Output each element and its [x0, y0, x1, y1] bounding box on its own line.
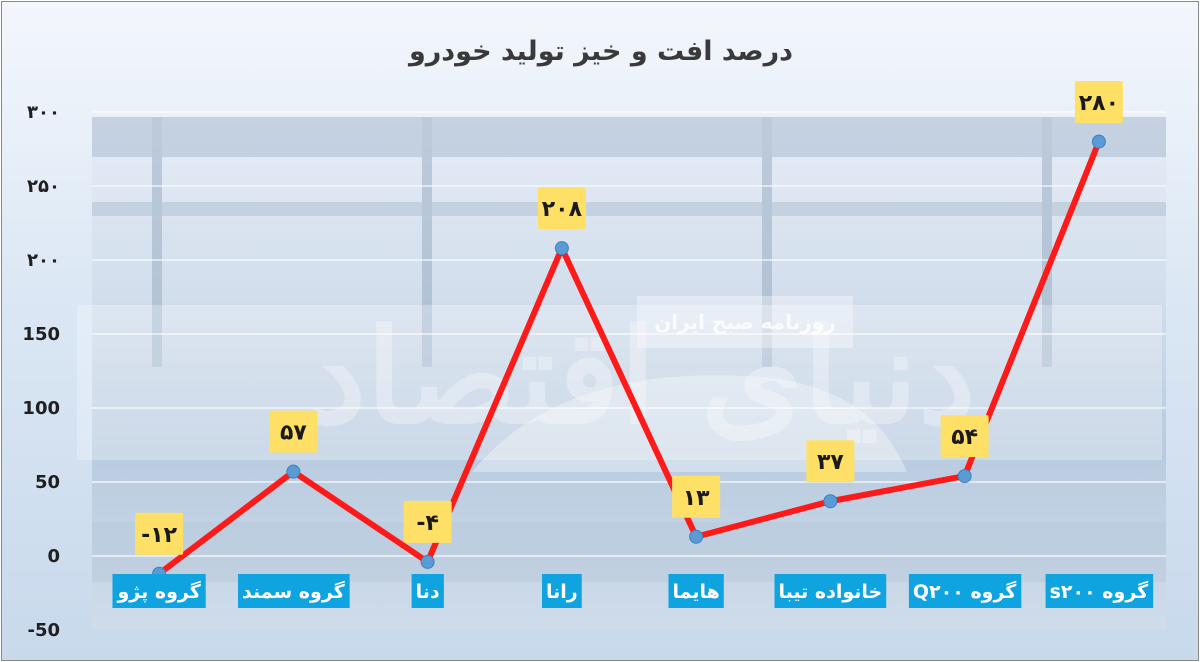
data-point-marker [420, 554, 435, 569]
y-tick-label: 100 [22, 398, 60, 419]
data-label-box [806, 440, 855, 483]
data-point-marker [823, 494, 838, 509]
data-point-marker [554, 241, 569, 256]
background-photo [92, 117, 1166, 582]
data-label: ۲۰۸ [542, 197, 583, 222]
category-label: گروه سمند [242, 580, 346, 603]
category-label-box [908, 574, 1022, 608]
data-label: ۳۷ [817, 450, 844, 475]
data-label: ۵۴ [951, 425, 978, 450]
category-label-box [112, 574, 206, 608]
category-label: گروه s۲۰۰ [1050, 580, 1150, 603]
series-polyline [156, 138, 1102, 577]
category-label: رانا [546, 581, 578, 603]
data-label-box [537, 187, 586, 230]
data-label: -۴ [416, 511, 439, 536]
category-labels: گروه پژو گروه سمند دنا رانا هایما خانواده تیب… [112, 574, 1154, 608]
plot-background [92, 117, 1166, 629]
series-line [156, 138, 1102, 577]
data-labels: -۱۲ ۵۷ -۴ ۲۰۸ ۱۳ ۳۷ ۵۴ ۲۸۰ [135, 81, 1123, 555]
gridlines [92, 111, 1166, 557]
y-tick-label: 150 [22, 324, 60, 345]
category-label: گروه Q۲۰۰ [913, 580, 1017, 603]
category-label-box [238, 574, 350, 608]
data-point-marker [286, 464, 301, 479]
category-label-box [542, 574, 582, 608]
category-label: خانواده تیبا [779, 581, 883, 603]
y-tick-label: ۳۰۰ [27, 102, 60, 123]
y-tick-label: ۲۰۰ [27, 250, 60, 271]
data-label: -۱۲ [141, 523, 178, 548]
chart-title: درصد افت و خیز تولید خودرو [407, 36, 793, 67]
category-label: گروه پژو [116, 580, 201, 603]
data-point-marker [957, 469, 972, 484]
data-label-box [672, 475, 721, 518]
y-tick-label: -50 [27, 620, 60, 641]
category-label-box [774, 574, 887, 608]
category-label: هایما [672, 581, 719, 603]
data-label: ۱۳ [683, 486, 710, 511]
y-tick-label: 0 [47, 546, 60, 567]
data-point-marker [689, 529, 704, 544]
data-label-box [269, 410, 318, 453]
category-label: دنا [416, 581, 440, 603]
data-point-marker [1091, 134, 1106, 149]
category-label-box [411, 574, 444, 608]
data-label-box [940, 415, 989, 458]
category-label-box [1045, 574, 1154, 608]
data-label-box [403, 500, 452, 543]
watermark-box [637, 296, 853, 348]
y-tick-label: 50 [35, 472, 60, 493]
data-label-box [135, 512, 184, 555]
watermark-newspaper: روزنامه صبح ایران [654, 310, 836, 334]
watermark-logo: دنیای اقتصاد [308, 300, 976, 453]
category-label-box [668, 574, 724, 608]
y-tick-label: ۲۵۰ [27, 176, 60, 197]
data-label: ۲۸۰ [1079, 91, 1119, 116]
y-axis: ۳۰۰ ۲۵۰ ۲۰۰ 150 100 50 0 -50 [22, 102, 60, 641]
data-label: ۵۷ [280, 421, 307, 446]
data-label-box [1074, 81, 1123, 123]
